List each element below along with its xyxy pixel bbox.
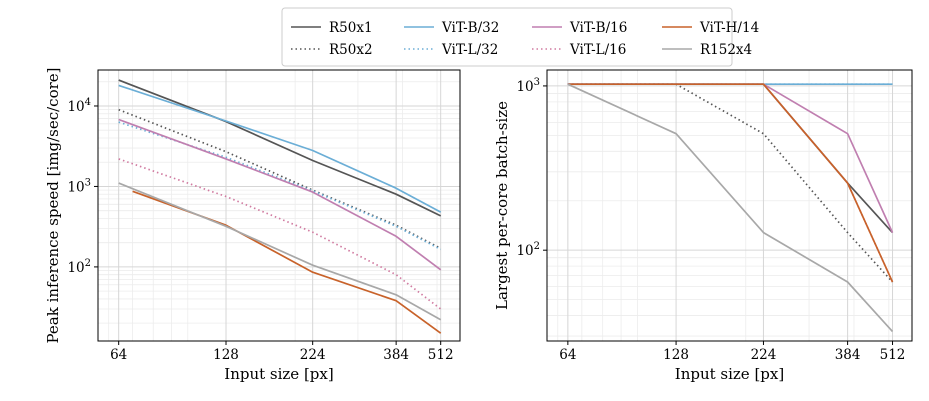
right-x-tick-label: 128 (663, 347, 689, 363)
right-x-axis-label: Input size [px] (675, 365, 784, 383)
left-series-vit-b-32 (118, 84, 442, 213)
left-series-r50x1 (118, 79, 442, 217)
left-x-tick-label: 512 (428, 347, 454, 363)
right-grid (547, 70, 912, 341)
left-grid (98, 70, 460, 341)
left-axes-frame (97, 69, 461, 342)
right-y-tick-label: 102 (516, 241, 540, 259)
left-y-tick-label: 103 (67, 177, 91, 195)
legend-label-vit-l-16: ViT-L/16 (569, 42, 626, 58)
left-series-r152x4 (118, 182, 442, 321)
left-x-tick-label: 224 (300, 347, 326, 363)
left-x-tick-label: 64 (110, 347, 127, 363)
right-series-r152x4 (567, 83, 894, 333)
right-axes-frame (546, 69, 913, 342)
left-y-axis-label: Peak inference speed [img/sec/core] (44, 67, 62, 343)
legend-box (281, 7, 733, 67)
right-y-axis-label: Largest per-core batch-size (493, 101, 511, 310)
right-x-tick-label: 64 (559, 347, 576, 363)
right-y-tick-label: 103 (516, 77, 540, 95)
right-x-tick-label: 224 (751, 347, 777, 363)
legend-label-r50x1: R50x1 (329, 20, 373, 36)
legend-label-vit-l-32: ViT-L/32 (441, 42, 498, 58)
right-x-tick-label: 512 (880, 347, 906, 363)
inference-speed-plot: 64 128 224 384 512 102 103 104 Input size [px] Pe… (44, 67, 461, 383)
batch-size-plot: 64 128 224 384 512 102 103 Input size [px] Large… (493, 69, 913, 383)
right-x-tick-label: 384 (835, 347, 861, 363)
legend-label-vit-b-32: ViT-B/32 (441, 20, 499, 36)
right-series-r50x2 (567, 83, 894, 283)
left-series-r50x2 (118, 108, 442, 250)
left-x-tick-label: 384 (383, 347, 409, 363)
left-series-vit-h-14 (132, 190, 442, 334)
legend-label-vit-b-16: ViT-B/16 (569, 20, 627, 36)
right-series-vit-h-14 (567, 83, 894, 283)
left-series-vit-l-16 (118, 158, 442, 310)
right-series-vit-l-16 (567, 83, 894, 283)
left-x-axis-label: Input size [px] (224, 365, 333, 383)
legend-label-vit-h-14: ViT-H/14 (699, 20, 759, 36)
legend: R50x1 R50x2 ViT-B/32 ViT-L/32 ViT-B/16 ViT-L/… (281, 7, 759, 67)
left-y-tick-label: 102 (67, 258, 91, 276)
legend-label-r152x4: R152x4 (700, 42, 752, 58)
left-y-tick-label: 104 (67, 97, 91, 115)
left-series-vit-b-16 (118, 118, 442, 271)
left-x-tick-label: 128 (213, 347, 239, 363)
legend-label-r50x2: R50x2 (329, 42, 373, 58)
